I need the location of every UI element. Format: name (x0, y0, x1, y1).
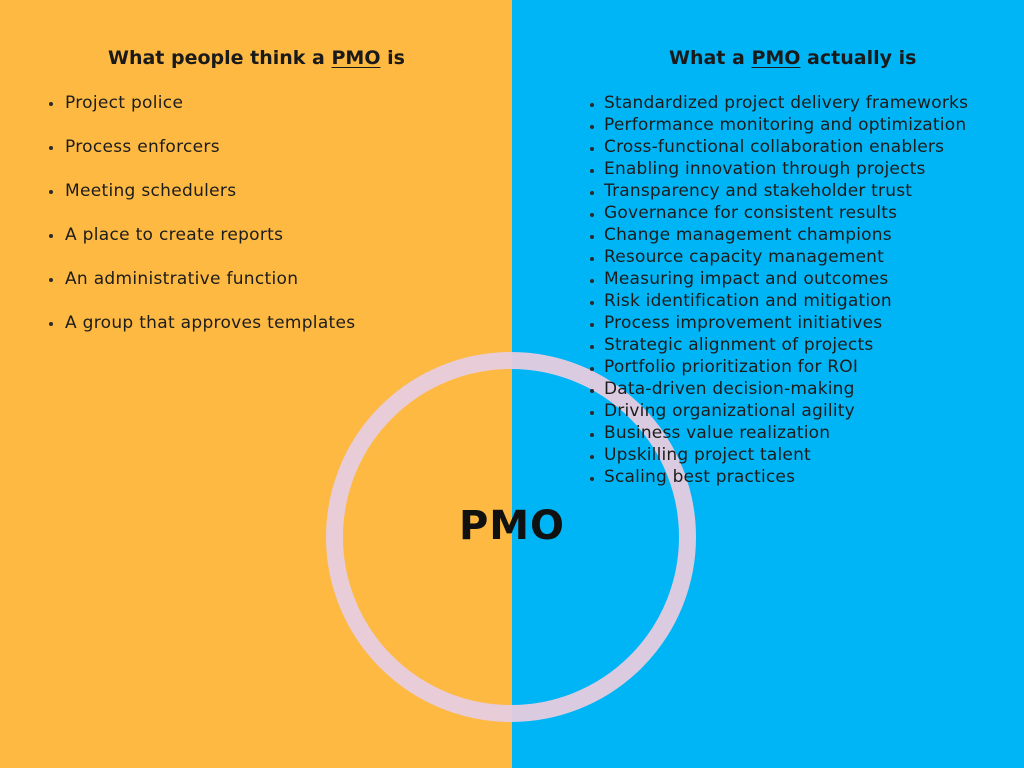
right-list-item: Resource capacity management (588, 246, 968, 268)
right-list-item: Business value realization (588, 422, 968, 444)
right-list-item: Process improvement initiatives (588, 312, 968, 334)
right-heading: What a PMO actually is (669, 47, 916, 69)
right-list-item: Portfolio prioritization for ROI (588, 356, 968, 378)
left-list-item: Project police (48, 92, 355, 136)
right-list-item: Governance for consistent results (588, 202, 968, 224)
right-list-item: Scaling best practices (588, 466, 968, 488)
right-list-item: Measuring impact and outcomes (588, 268, 968, 290)
left-list-item: A group that approves templates (48, 312, 355, 356)
right-list-item: Enabling innovation through projects (588, 158, 968, 180)
left-list-item: Process enforcers (48, 136, 355, 180)
center-label: PMO (458, 503, 566, 549)
left-heading-after: is (380, 47, 405, 69)
right-heading-after: actually is (800, 47, 917, 69)
right-list-item: Strategic alignment of projects (588, 334, 968, 356)
right-list-item: Standardized project delivery frameworks (588, 92, 968, 114)
left-list: Project police Process enforcers Meeting… (48, 92, 355, 356)
right-list-item: Transparency and stakeholder trust (588, 180, 968, 202)
right-list-item: Cross-functional collaboration enablers (588, 136, 968, 158)
right-list-item: Data-driven decision-making (588, 378, 968, 400)
right-list: Standardized project delivery frameworks… (588, 92, 968, 488)
right-list-item: Upskilling project talent (588, 444, 968, 466)
right-list-item: Driving organizational agility (588, 400, 968, 422)
left-list-item: Meeting schedulers (48, 180, 355, 224)
right-heading-before: What a (669, 47, 752, 69)
right-list-item: Risk identification and mitigation (588, 290, 968, 312)
right-heading-emphasis: PMO (751, 47, 801, 69)
left-heading-before: What people think a (108, 47, 332, 69)
left-list-item: An administrative function (48, 268, 355, 312)
right-list-item: Performance monitoring and optimization (588, 114, 968, 136)
right-list-item: Change management champions (588, 224, 968, 246)
left-heading: What people think a PMO is (108, 47, 405, 69)
left-heading-emphasis: PMO (331, 47, 381, 69)
left-list-item: A place to create reports (48, 224, 355, 268)
